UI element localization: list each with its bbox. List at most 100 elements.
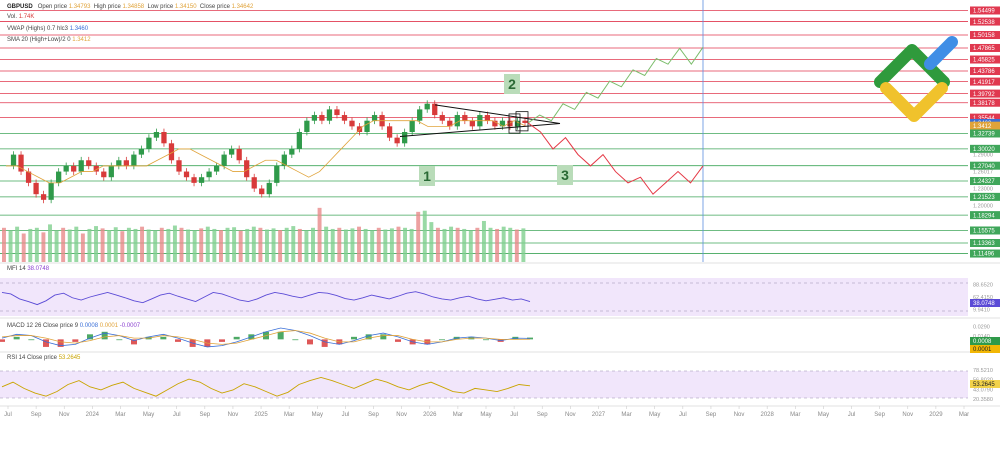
candle-body [304,120,310,132]
price-level-label: 1.35544 [973,116,995,122]
symbol-label: GBPUSD [7,4,33,10]
macd-current-value-tag [970,337,1000,345]
volume-bar [54,230,59,262]
candle-body [63,165,69,172]
macd-histogram-bar [395,339,401,342]
rsi-axis-tick: 43.0790 [973,387,993,393]
macd-histogram-bar [43,339,49,347]
open-value: 1.34793 [68,4,91,10]
volume-bar [521,228,526,262]
macd-histogram-bar [307,339,313,345]
macd-histogram-bar [101,331,108,340]
volume-bar [172,225,177,262]
close-label: Close price [199,4,230,10]
candle-body [499,120,506,127]
price-level-tag [970,31,1000,40]
candle-body [402,132,408,144]
macd-signal-line [1,330,531,345]
volume-bar [284,227,289,262]
price-axis-tick: 1.20000 [973,203,993,209]
x-axis-tick-label: Nov [902,412,913,418]
x-axis-tick-label: Nov [734,412,745,418]
candle-body [191,177,197,183]
candle-body [138,148,145,155]
volume-bar [67,229,72,262]
volume-bar [475,227,480,262]
annotation-1: 1 [419,166,435,186]
candle-body [18,154,24,172]
x-axis-tick-label: Jul [4,412,12,418]
candle-body [492,120,498,127]
triangle-lower-line [399,123,561,138]
candle-body [93,165,99,172]
close-value: 1.34642 [231,4,254,10]
candle-body [244,160,250,178]
x-axis-tick-label: Jul [848,412,856,418]
macd-histogram-bar [365,334,372,340]
candle-body [10,154,17,166]
macd-axis-tick: 0.0290 [973,325,990,331]
triangle-upper-line [434,104,561,125]
volume-bar [8,230,13,262]
volume-bar [311,227,315,262]
volume-bar [61,227,66,262]
vwap-value: 1.3460 [69,26,89,32]
volume-bar [370,230,375,262]
volume-legend: Vol. 1.74K [7,14,34,20]
price-level-label: 1.3412 [973,124,992,130]
rsi-current-value: 53.2645 [973,382,995,388]
candle-body [153,132,160,138]
volume-bar [238,230,243,262]
volume-bar [403,227,408,262]
volume-bar [429,222,434,262]
mfi-value: 38.0748 [27,266,50,272]
candle-body [334,109,340,116]
x-axis-tick-label: Nov [565,412,576,418]
candle-body [236,148,242,161]
volume-bar [343,229,348,262]
volume-bar [199,228,204,262]
volume-bar [80,233,85,262]
macd-histogram-bar [160,336,167,340]
volume-bar [166,228,171,262]
price-level-tag [970,55,1000,64]
price-level-tag [970,89,1000,98]
candle-body [146,137,152,149]
candle-body [409,120,415,132]
price-level-tag [970,129,1000,138]
brand-logo-yellow-chevron [880,82,948,122]
candle-body [356,126,363,132]
candle-body [206,171,212,178]
price-level-label: 1.32739 [973,132,995,138]
price-level-tag [970,6,1000,15]
volume-bar [462,228,467,262]
price-level-label: 1.27040 [973,164,995,170]
volume-bar [468,230,473,262]
candle-body [161,132,167,144]
volume-bar [350,228,355,262]
candle-body [454,115,460,127]
macd-histogram-bar [0,339,5,342]
price-level-label: 1.52538 [973,20,995,26]
candle-body [462,115,468,121]
x-axis-tick-label: May [818,412,829,418]
candle-body [469,120,475,127]
macd-current-value: 0.0008 [973,339,992,345]
candle-body [386,126,393,138]
price-level-label: 1.41917 [973,80,995,86]
x-axis-tick-label: Mar [453,412,463,418]
volume-bar [120,231,125,262]
volume-bar [21,233,26,262]
candle-body [183,171,190,178]
volume-bar [389,228,394,262]
volume-bar [317,207,322,262]
price-level-label: 1.13363 [973,241,995,247]
mfi-axis-tick: 62.4150 [973,295,993,301]
x-axis-tick-label: 2027 [592,412,606,418]
candle-body [229,148,235,155]
macd-label: MACD 12 26 Close price 9 [7,323,79,329]
volume-bar [337,227,342,262]
candle-body [447,120,453,127]
rsi-axis-tick: 20.3580 [973,397,993,403]
